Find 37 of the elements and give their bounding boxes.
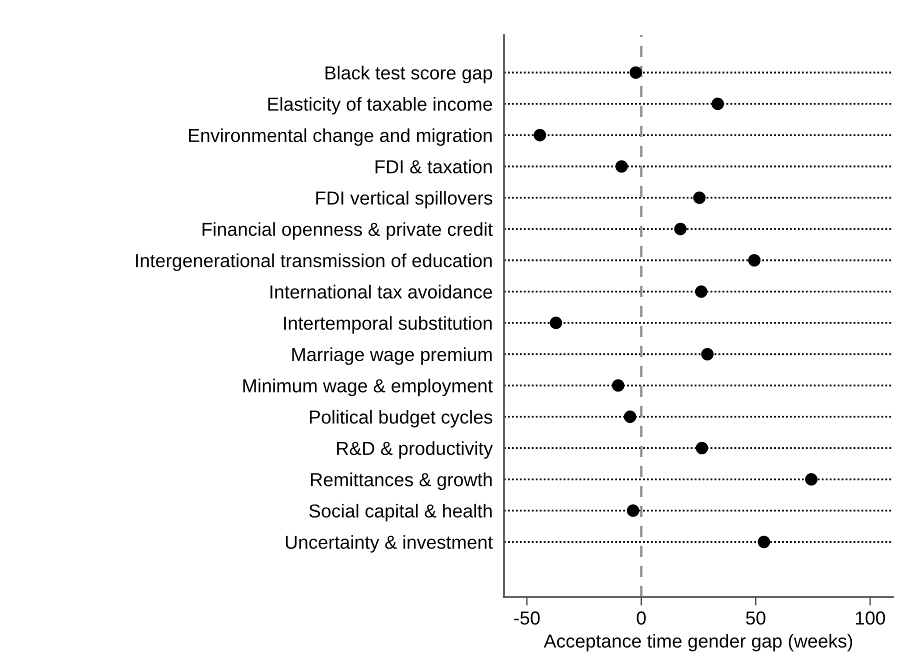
- point: [630, 66, 642, 79]
- x-axis-title: Acceptance time gender gap (weeks): [544, 634, 852, 652]
- y-tick-label: Political budget cycles: [310, 410, 492, 428]
- y-tick-label: Uncertainty & investment: [286, 535, 493, 553]
- y-tick-label: Remittances & growth: [311, 472, 492, 490]
- y-tick-label: Environmental change and migration: [189, 128, 492, 146]
- y-tick-label: Intergenerational transmission of education: [136, 254, 492, 271]
- y-tick-label: Intertemporal substitution: [284, 316, 492, 334]
- point: [712, 98, 724, 110]
- point: [693, 192, 706, 204]
- y-tick-label: Financial openness & private credit: [202, 222, 493, 240]
- point: [550, 316, 562, 330]
- y-tick-label: FDI vertical spillovers: [316, 190, 492, 208]
- point: [624, 410, 636, 423]
- point: [615, 160, 628, 173]
- point: [758, 536, 770, 548]
- point: [748, 254, 761, 267]
- x-tick-label: 100: [856, 611, 886, 625]
- point: [674, 222, 687, 236]
- y-tick-label: Minimum wage & employment: [243, 378, 493, 396]
- y-tick-label: R&D & productivity: [337, 441, 493, 459]
- x-tick-label: 50: [746, 611, 766, 625]
- y-tick-label: Social capital & health: [309, 504, 492, 522]
- point: [612, 379, 624, 392]
- point: [701, 348, 714, 360]
- point: [805, 473, 818, 486]
- point: [626, 504, 640, 517]
- point: [696, 442, 708, 454]
- y-tick-label: Marriage wage premium: [292, 347, 492, 365]
- x-tick-label: 0: [636, 611, 646, 625]
- point: [534, 128, 546, 142]
- y-tick-label: Black test score gap: [326, 66, 492, 84]
- y-tick-label: Elasticity of taxable income: [268, 97, 492, 115]
- y-tick-label: FDI & taxation: [376, 160, 492, 174]
- point: [695, 285, 708, 298]
- x-tick-label: -50: [514, 611, 540, 625]
- y-tick-label: International tax avoidance: [270, 284, 492, 299]
